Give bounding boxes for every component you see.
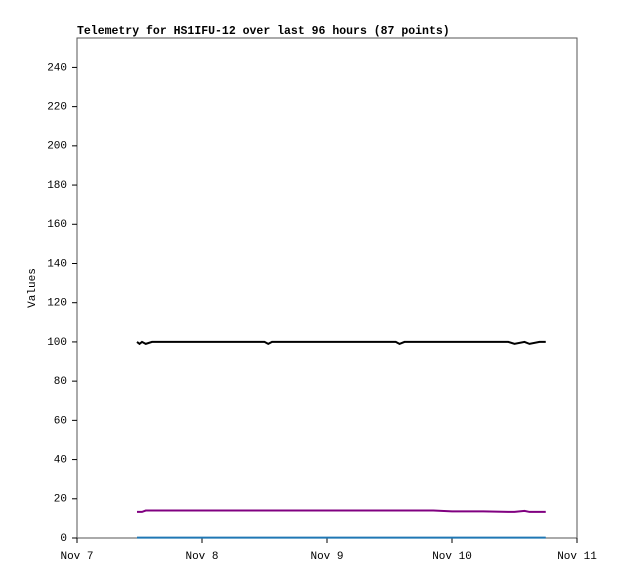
y-tick-label: 120 <box>47 298 67 310</box>
y-tick-label: 200 <box>47 141 67 153</box>
x-tick-label: Nov 7 <box>60 551 93 563</box>
y-tick-label: 220 <box>47 102 67 114</box>
y-tick-label: 160 <box>47 219 67 231</box>
data-line <box>136 340 546 346</box>
y-tick-label: 180 <box>47 180 67 192</box>
y-tick-label: 20 <box>54 494 67 506</box>
y-tick-label: 100 <box>47 337 67 349</box>
x-tick-label: Nov 8 <box>185 551 218 563</box>
y-tick-label: 240 <box>47 62 67 74</box>
y-tick-label: 0 <box>60 533 67 545</box>
x-tick-label: Nov 9 <box>310 551 343 563</box>
x-tick-label: Nov 11 <box>557 551 597 563</box>
y-tick-label: 140 <box>47 258 67 270</box>
y-tick-label: 40 <box>54 454 67 466</box>
chart-title: Telemetry for HS1IFU-12 over last 96 hou… <box>77 25 450 38</box>
x-tick-label: Nov 10 <box>432 551 472 563</box>
data-line <box>137 509 546 513</box>
y-tick-label: 80 <box>54 376 67 388</box>
y-axis-label: Values <box>27 268 39 308</box>
y-tick-label: 60 <box>54 415 67 427</box>
